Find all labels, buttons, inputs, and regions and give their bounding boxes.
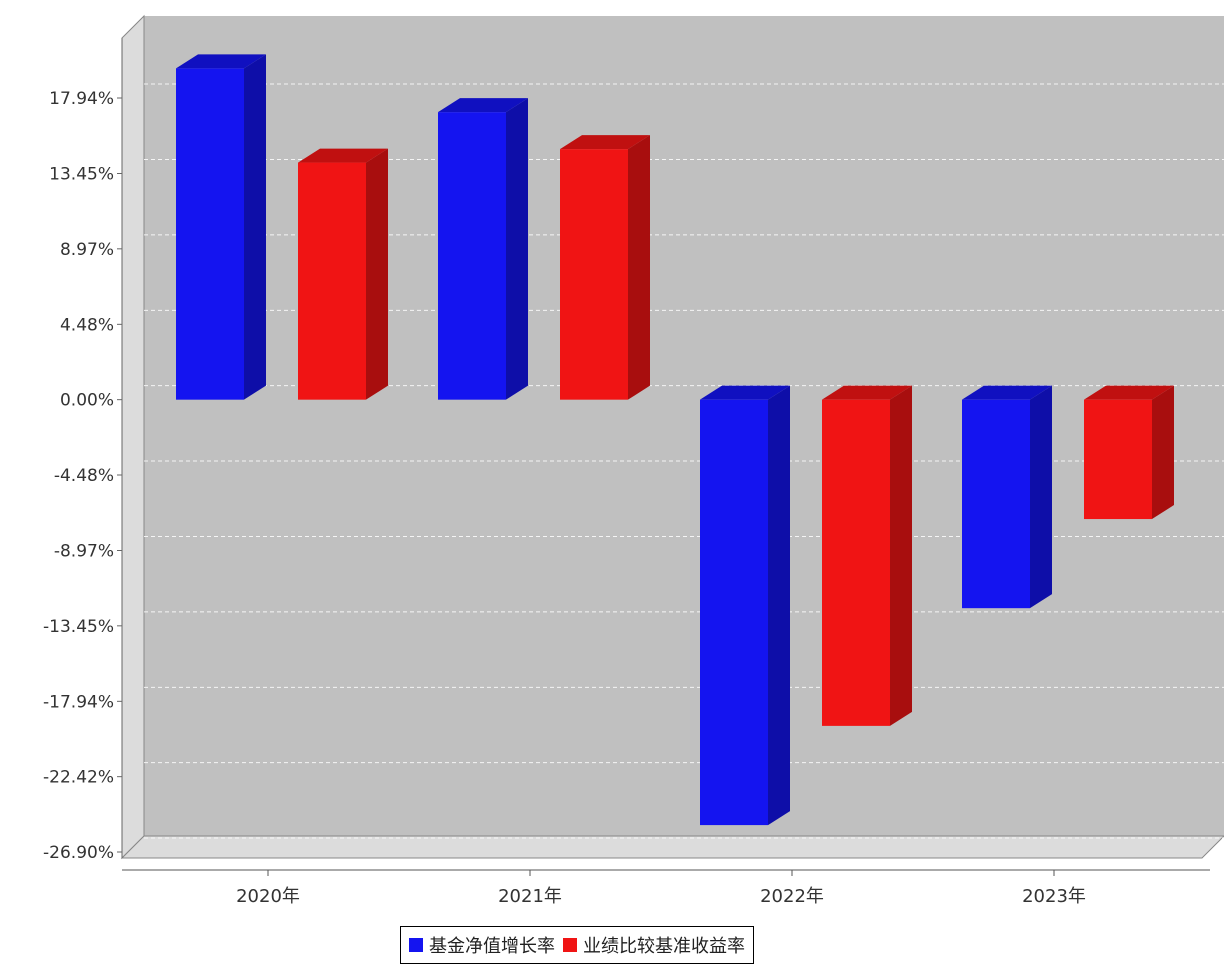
- bar-top: [822, 385, 912, 400]
- plot-back-wall: [144, 16, 1224, 836]
- bar-top: [176, 54, 266, 69]
- legend-swatch-benchmark: [563, 938, 577, 952]
- bar-front: [822, 399, 890, 726]
- bar-top: [560, 135, 650, 150]
- legend-item-benchmark: 业绩比较基准收益率: [563, 932, 745, 958]
- bar-side: [628, 135, 650, 400]
- bar-front: [700, 399, 768, 826]
- y-tick-label: 8.97%: [60, 240, 114, 260]
- y-axis: 17.94% 13.45% 8.97% 4.48% 0.00% -4.48% -8.97% -…: [43, 38, 123, 863]
- bar-fund-3: [962, 385, 1052, 609]
- bar-top: [1084, 385, 1174, 400]
- plot-area: [120, 14, 1224, 860]
- x-tick-label: 2021年: [498, 886, 562, 907]
- x-tick-label: 2020年: [236, 886, 300, 907]
- y-tick-label: -8.97%: [54, 542, 114, 562]
- y-tick-label: 17.94%: [49, 89, 114, 109]
- x-tick-label: 2023年: [1022, 886, 1086, 907]
- bar-fund-1: [438, 98, 528, 400]
- bar-front: [176, 68, 244, 400]
- x-tick-label: 2022年: [760, 886, 824, 907]
- y-tick-label: 13.45%: [49, 165, 114, 185]
- bar-benchmark-2: [822, 385, 912, 726]
- bar-fund-0: [176, 54, 266, 400]
- bar-side: [244, 54, 266, 400]
- bar-side: [366, 148, 388, 400]
- legend-label-benchmark: 业绩比较基准收益率: [583, 936, 745, 957]
- y-tick-label: -4.48%: [54, 466, 114, 486]
- bar-side: [506, 98, 528, 400]
- bar-side: [768, 385, 790, 826]
- bars: [176, 54, 1174, 826]
- x-axis: 2020年 2021年 2022年 2023年: [122, 869, 1210, 907]
- y-tick-label: 4.48%: [60, 315, 114, 335]
- bar-side: [1030, 385, 1052, 609]
- y-tick-label: 0.00%: [60, 391, 114, 411]
- bar-front: [438, 112, 506, 400]
- y-tick-label: -13.45%: [43, 617, 114, 637]
- bar-front: [560, 149, 628, 400]
- y-tick-label: -17.94%: [43, 692, 114, 712]
- legend-label-fund: 基金净值增长率: [429, 936, 555, 957]
- bar-front: [1084, 399, 1152, 520]
- plot-left-wall: [121, 14, 145, 860]
- legend: 基金净值增长率 业绩比较基准收益率: [400, 926, 754, 964]
- legend-item-fund: 基金净值增长率: [409, 932, 555, 958]
- bar-side: [890, 385, 912, 726]
- bar-top: [700, 385, 790, 400]
- bar-top: [438, 98, 528, 113]
- bar-benchmark-0: [298, 148, 388, 400]
- bar-top: [298, 148, 388, 163]
- bar-fund-2: [700, 385, 790, 826]
- bar-side: [1152, 385, 1174, 520]
- y-tick-label: -22.42%: [43, 768, 114, 788]
- legend-swatch-fund: [409, 938, 423, 952]
- bar-benchmark-1: [560, 135, 650, 400]
- bar-front: [298, 162, 366, 400]
- plot-floor: [120, 835, 1224, 859]
- bar-top: [962, 385, 1052, 400]
- bar-front: [962, 399, 1030, 609]
- bar-benchmark-3: [1084, 385, 1174, 520]
- y-tick-label: -26.90%: [43, 843, 114, 863]
